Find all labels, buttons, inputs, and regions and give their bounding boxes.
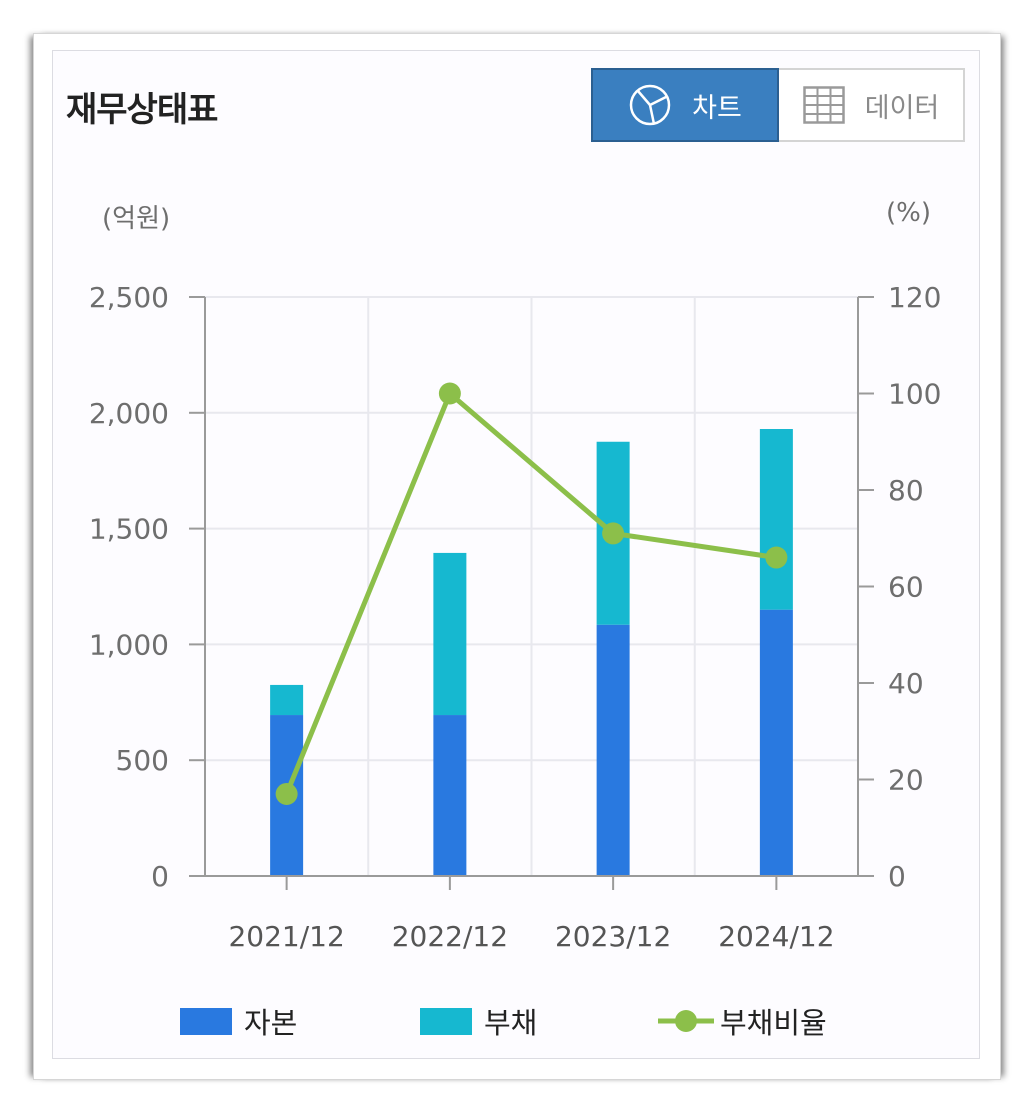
bar-equity xyxy=(433,715,467,876)
left-tick-label: 1,000 xyxy=(89,628,169,661)
data-view-button[interactable]: 데이터 xyxy=(779,68,965,142)
right-axis-unit: (%) xyxy=(886,198,931,228)
bar-debt xyxy=(759,429,793,610)
legend-swatch-debt xyxy=(420,1007,472,1035)
ratio-point xyxy=(765,546,788,569)
ratio-point xyxy=(438,382,461,405)
bar-equity xyxy=(596,624,630,876)
x-tick-label: 2021/12 xyxy=(228,920,344,953)
bar-equity xyxy=(759,609,793,876)
left-tick-label: 1,500 xyxy=(89,513,169,546)
legend-item-ratio: 부채비율 xyxy=(658,1000,827,1042)
ratio-line xyxy=(284,391,777,795)
chart-view-button[interactable]: 차트 xyxy=(591,68,779,142)
right-tick-label: 80 xyxy=(888,474,924,507)
right-tick-label: 0 xyxy=(888,860,906,893)
left-axis-unit: (억원) xyxy=(102,204,171,234)
bar-debt xyxy=(433,552,467,716)
bar-debt xyxy=(270,684,304,716)
left-tick-label: 500 xyxy=(116,744,169,777)
x-tick-label: 2024/12 xyxy=(718,920,834,953)
x-tick-label: 2023/12 xyxy=(555,920,671,953)
left-tick-label: 2,500 xyxy=(89,281,169,314)
legend-label-ratio: 부채비율 xyxy=(720,1006,827,1040)
view-toggle: 차트 데이터 xyxy=(591,68,965,142)
ratio-point xyxy=(602,522,625,545)
table-grid-icon xyxy=(802,86,845,124)
legend-label-debt: 부채 xyxy=(484,1006,538,1040)
balance-sheet-card xyxy=(52,50,980,1059)
data-view-label: 데이터 xyxy=(864,92,940,124)
chart-view-label: 차트 xyxy=(692,92,742,124)
right-tick-label: 120 xyxy=(888,281,941,314)
legend-item-equity: 자본 xyxy=(180,1000,297,1042)
right-tick-label: 100 xyxy=(888,378,941,411)
legend-swatch-ratio xyxy=(658,1010,714,1032)
ratio-point xyxy=(275,782,298,805)
right-tick-label: 60 xyxy=(888,571,924,604)
legend-item-debt: 부채 xyxy=(420,1000,537,1042)
left-tick-label: 2,000 xyxy=(89,397,169,430)
legend-label-equity: 자본 xyxy=(244,1006,298,1040)
legend-swatch-equity xyxy=(180,1007,232,1035)
left-tick-label: 0 xyxy=(151,860,169,893)
page-title: 재무상태표 xyxy=(66,90,218,130)
right-tick-label: 40 xyxy=(888,667,924,700)
x-tick-label: 2022/12 xyxy=(392,920,508,953)
pie-chart-icon xyxy=(629,84,671,126)
right-tick-label: 20 xyxy=(888,764,924,797)
